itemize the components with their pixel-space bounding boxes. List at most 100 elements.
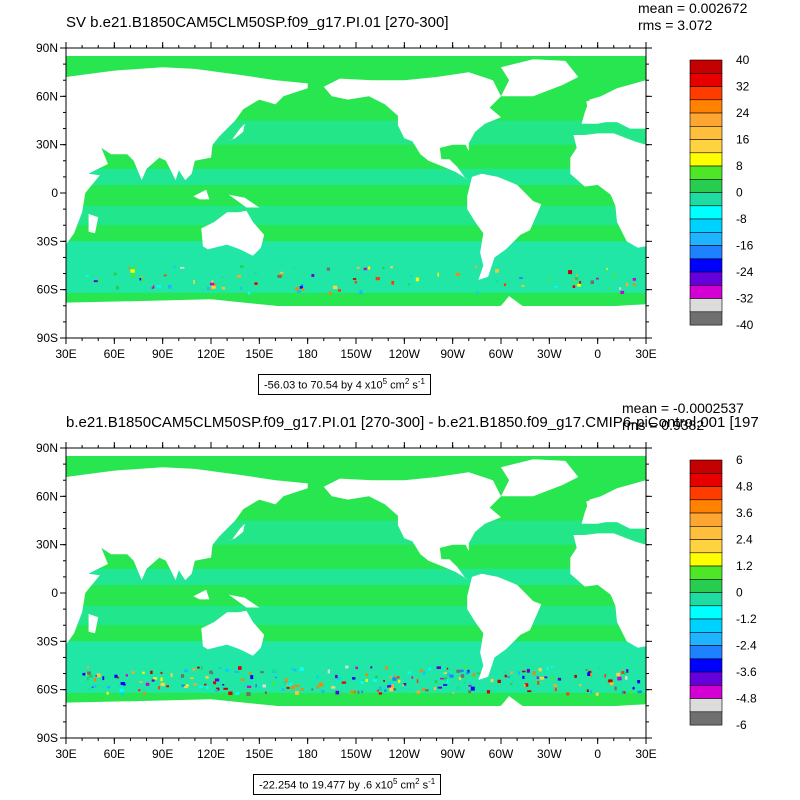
lon-label: 30W	[537, 347, 562, 361]
eddy-patch	[248, 291, 251, 295]
colorbar-label: -4.8	[736, 692, 757, 706]
eddy-patch	[458, 677, 462, 680]
land-mask	[88, 213, 99, 234]
lat-label: 30S	[37, 234, 58, 248]
stats-box: mean = -0.0002537 rms = 0.9382	[622, 400, 744, 434]
eddy-patch	[150, 670, 153, 674]
eddy-patch	[632, 283, 637, 286]
eddy-patch	[213, 681, 217, 685]
eddy-patch	[170, 673, 173, 677]
eddy-patch	[595, 692, 599, 696]
eddy-patch	[299, 286, 303, 289]
map-panel-bottom: 90N 60N 30N 0 30S 60S 90S 30E 60E 90E 120E 150E 180 1…	[0, 400, 800, 800]
eddy-patch	[106, 691, 109, 695]
land-mask	[586, 499, 597, 513]
eddy-patch	[392, 688, 397, 691]
eddy-patch	[234, 671, 239, 673]
colorbar-box	[689, 459, 723, 474]
eddy-patch	[586, 689, 589, 692]
eddy-patch	[216, 687, 220, 691]
land-mask	[323, 472, 501, 581]
eddy-patch	[286, 687, 290, 689]
eddy-patch	[375, 277, 380, 281]
eddy-patch	[590, 280, 594, 284]
eddy-patch	[246, 685, 252, 688]
eddy-patch	[621, 691, 625, 694]
mean-value: mean = -0.0002537	[622, 400, 744, 416]
eddy-patch	[291, 668, 296, 671]
colorbar-box	[689, 165, 723, 180]
colorbar-box	[689, 671, 723, 686]
eddy-patch	[228, 691, 233, 695]
eddy-patch	[318, 682, 324, 687]
eddy-patch	[296, 290, 301, 293]
eddy-patch	[131, 273, 135, 278]
rms-value: rms = 3.072	[638, 17, 713, 33]
lon-label: 60W	[489, 347, 514, 361]
eddy-patch	[389, 676, 392, 679]
eddy-patch	[446, 678, 449, 683]
eddy-patch	[372, 679, 377, 682]
colorbar-label: 3.6	[736, 506, 753, 520]
eddy-patch	[361, 679, 364, 682]
eddy-patch	[543, 676, 548, 679]
eddy-patch	[184, 686, 188, 689]
eddy-patch	[384, 689, 387, 692]
colorbar-box	[689, 126, 723, 140]
eddy-patch	[238, 666, 242, 670]
eddy-patch	[85, 673, 89, 676]
land-mask	[570, 533, 646, 648]
eddy-patch	[92, 685, 97, 688]
colorbar-label: 16	[736, 133, 750, 147]
eddy-patch	[456, 686, 460, 690]
eddy-patch	[116, 676, 120, 679]
land-mask	[586, 99, 597, 113]
eddy-patch	[596, 277, 599, 280]
colorbar-box	[689, 192, 723, 207]
mean-value: mean = 0.002672	[638, 0, 748, 16]
eddy-patch	[279, 271, 284, 274]
eddy-patch	[139, 681, 143, 683]
eddy-patch	[537, 681, 540, 685]
eddy-patch	[138, 689, 141, 692]
eddy-patch	[118, 684, 121, 687]
colorbar-box	[689, 499, 723, 514]
eddy-patch	[524, 683, 529, 687]
colorbar-box	[689, 139, 723, 154]
eddy-patch	[637, 690, 642, 694]
eddy-patch	[460, 669, 464, 673]
colorbar-label: 0	[736, 186, 743, 200]
eddy-patch	[387, 685, 392, 688]
eddy-patch	[225, 668, 230, 672]
eddy-patch	[247, 689, 250, 693]
eddy-patch	[617, 676, 622, 681]
eddy-patch	[575, 274, 579, 277]
eddy-patch	[106, 685, 111, 689]
eddy-patch	[574, 674, 577, 678]
colorbar-box	[689, 526, 723, 540]
eddy-patch	[532, 671, 536, 675]
eddy-patch	[119, 688, 124, 693]
eddy-patch	[614, 686, 617, 691]
eddy-patch	[411, 676, 414, 679]
eddy-patch	[285, 678, 288, 683]
eddy-patch	[331, 685, 334, 689]
colorbar-box	[689, 645, 723, 660]
eddy-patch	[470, 686, 475, 691]
eddy-patch	[557, 677, 562, 681]
colorbar-box	[689, 245, 723, 260]
colorbar-label: 0	[736, 586, 743, 600]
colorbar-box	[689, 658, 723, 673]
eddy-patch	[370, 666, 373, 669]
colorbar-box	[689, 684, 723, 699]
eddy-patch	[153, 677, 158, 680]
eddy-patch	[626, 669, 629, 673]
land-mask	[501, 459, 579, 497]
contour-range-label: -22.254 to 19.477 by .6 x105 cm2 s-1	[253, 774, 442, 795]
eddy-patch	[209, 288, 212, 290]
eddy-patch	[497, 679, 501, 683]
southern-ocean-band	[66, 241, 646, 293]
eddy-patch	[607, 287, 610, 290]
eddy-patch	[139, 277, 142, 281]
eddy-patch	[88, 674, 93, 678]
